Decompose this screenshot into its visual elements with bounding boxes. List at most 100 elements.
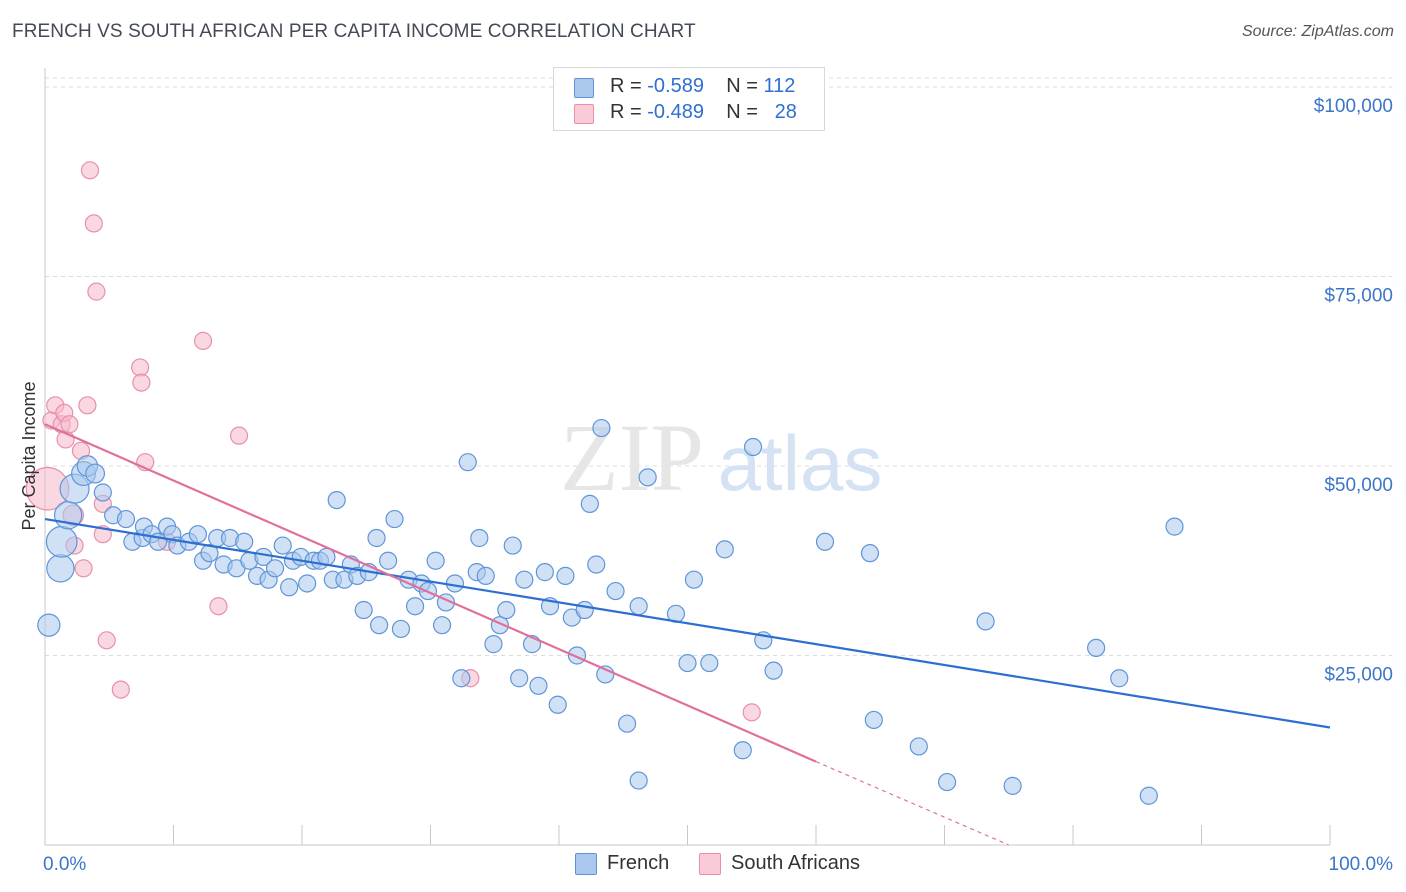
legend-label-south-africans: South Africans — [731, 852, 860, 874]
french-point — [860, 544, 880, 563]
french-point — [733, 741, 752, 760]
french-point — [1003, 776, 1022, 795]
french-point — [764, 661, 783, 680]
correlation-legend: R = -0.589 N = 112 R = -0.489 N = 28 — [553, 67, 825, 131]
south-africans-trend-extension — [815, 761, 1009, 846]
french-point — [188, 525, 208, 544]
french-point — [298, 574, 317, 593]
french-point — [638, 468, 657, 487]
legend-r-label: R = — [610, 75, 648, 97]
legend-label-french: French — [607, 852, 670, 874]
french-point — [327, 490, 346, 510]
watermark-zip: ZIP — [560, 404, 704, 511]
french-point — [606, 581, 625, 601]
south-africans-swatch — [699, 853, 721, 875]
x-tick-label: 100.0% — [1329, 854, 1394, 875]
french-point — [715, 540, 734, 559]
french-point — [378, 551, 398, 570]
french-point — [618, 714, 637, 733]
legend-r-value: -0.589 — [647, 75, 704, 97]
legend-r-label: R = — [610, 101, 648, 123]
french-point — [575, 600, 594, 620]
french-swatch — [574, 78, 594, 98]
legend-n-value: 28 — [774, 101, 797, 123]
french-point — [470, 528, 489, 548]
french-point — [476, 566, 495, 585]
french-point — [497, 600, 516, 620]
french-point — [629, 771, 648, 790]
legend-r-value: -0.489 — [647, 101, 704, 123]
french-swatch — [575, 853, 597, 875]
french-point — [909, 737, 928, 756]
french-point — [1139, 786, 1158, 805]
french-point — [1110, 669, 1129, 688]
french-point — [1087, 638, 1106, 658]
french-point — [684, 570, 704, 589]
south-africans-point — [130, 358, 150, 377]
french-point — [370, 616, 389, 635]
french-point — [815, 532, 835, 551]
y-axis-tick-labels: $25,000 $50,000 $75,000 $100,000 — [1314, 96, 1393, 686]
french-point — [432, 616, 452, 635]
french-point — [452, 669, 471, 688]
legend-n-value: 112 — [763, 75, 796, 97]
french-point — [85, 463, 106, 484]
y-tick-label: $100,000 — [1314, 96, 1393, 117]
french-point — [515, 570, 534, 589]
french-point — [45, 525, 78, 558]
south-africans-point — [60, 415, 79, 434]
south-africans-point — [74, 559, 93, 578]
south-africans-point — [78, 396, 97, 415]
french-point — [510, 669, 529, 688]
south-africans-swatch — [574, 104, 594, 124]
french-point — [548, 695, 567, 714]
south-africans-point — [80, 161, 100, 180]
x-tick-label: 0.0% — [43, 854, 86, 875]
y-axis-title: Per Capita Income — [19, 381, 39, 530]
french-point — [391, 619, 411, 639]
y-tick-label: $25,000 — [1324, 664, 1393, 685]
french-point — [484, 635, 503, 654]
south-africans-point — [229, 426, 249, 445]
french-point — [93, 483, 112, 502]
french-trend-line — [44, 517, 1331, 729]
south-africans-trend-line — [44, 423, 817, 763]
south-africans-point — [193, 331, 213, 350]
french-point — [629, 597, 648, 616]
x-axis-ticks — [173, 825, 1331, 845]
french-point — [367, 528, 386, 548]
french-point — [280, 578, 299, 597]
french-point — [354, 600, 373, 620]
french-point — [864, 710, 883, 730]
source-credit: Source: ZipAtlas.com — [1241, 23, 1394, 40]
legend-n-label: N = — [726, 75, 764, 97]
legend-n-label: N = — [726, 101, 764, 123]
french-point — [678, 653, 697, 673]
south-africans-point — [97, 631, 116, 650]
french-point — [385, 509, 404, 529]
french-point — [743, 437, 763, 457]
french-point — [458, 453, 477, 472]
south-africans-point — [742, 703, 761, 722]
french-point — [976, 612, 995, 631]
french-point — [273, 536, 292, 555]
french-point — [426, 551, 445, 570]
french-point — [556, 566, 575, 585]
x-axis-tick-labels: 0.0% 100.0% — [43, 854, 1393, 875]
french-point — [529, 676, 548, 695]
south-africans-point — [111, 680, 130, 699]
french-point — [535, 563, 554, 582]
south-africans-point — [87, 282, 106, 301]
french-point — [116, 509, 136, 529]
french-point — [503, 536, 522, 555]
french-point — [265, 559, 285, 578]
french-point — [700, 653, 719, 673]
french-point — [1165, 517, 1184, 536]
french-point — [592, 418, 611, 438]
south-africans-point — [209, 597, 228, 616]
french-point — [937, 772, 957, 792]
south-africans-point — [84, 214, 103, 233]
y-tick-label: $50,000 — [1324, 475, 1393, 496]
french-point — [46, 554, 75, 583]
